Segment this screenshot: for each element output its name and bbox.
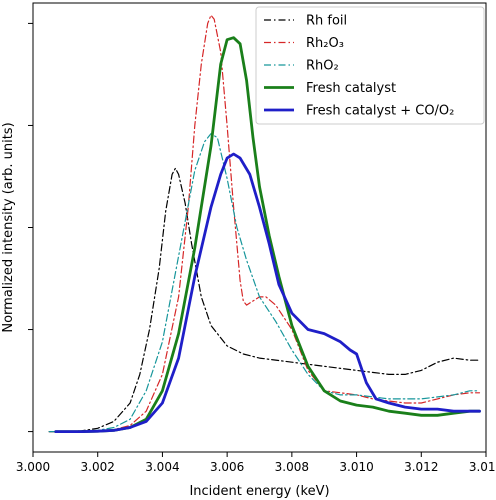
legend-box — [255, 6, 485, 125]
series-line-2 — [48, 133, 481, 433]
x-tick-label: 3.008 — [275, 460, 309, 474]
series-lines — [48, 14, 481, 433]
y-axis-label: Normalized intensity (arb. units) — [1, 122, 16, 332]
x-tick-label: 3.002 — [81, 460, 115, 474]
legend: Rh foil Rh₂O₃ RhO₂ Fresh catalyst Fresh cata… — [255, 6, 485, 125]
legend-entry-1: Rh₂O₃ — [306, 36, 344, 51]
legend-entry-4: Fresh catalyst + CO/O₂ — [306, 104, 454, 119]
x-tick-label: 3.004 — [145, 460, 179, 474]
x-tick-label: 3.000 — [16, 460, 50, 474]
x-axis-label: Incident energy (keV) — [189, 484, 329, 499]
x-axis-ticks: 3.000 3.002 3.004 3.006 3.008 3.010 3.012 3.014 — [16, 452, 496, 474]
x-tick-label: 3.010 — [339, 460, 373, 474]
legend-entry-2: RhO₂ — [306, 59, 339, 74]
y-axis-ticks — [28, 22, 33, 433]
legend-entry-3: Fresh catalyst — [306, 81, 396, 96]
series-line-4 — [54, 152, 481, 433]
legend-entry-0: Rh foil — [306, 14, 347, 29]
x-tick-label: 3.014 — [469, 460, 496, 474]
x-tick-label: 3.012 — [404, 460, 438, 474]
series-line-1 — [48, 14, 481, 433]
series-line-3 — [54, 36, 481, 433]
x-tick-label: 3.006 — [210, 460, 244, 474]
